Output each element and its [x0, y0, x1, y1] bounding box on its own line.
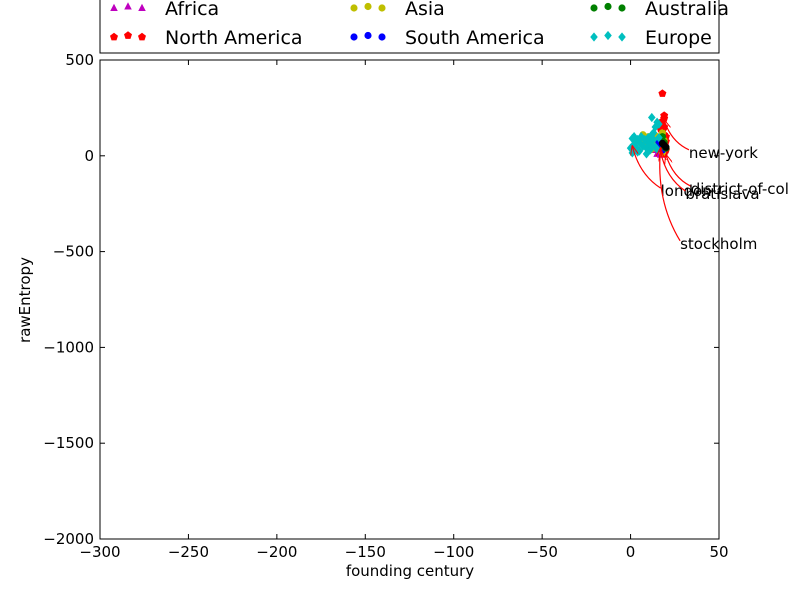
y-tick-label: −1000: [43, 338, 94, 356]
point-europe: [655, 119, 663, 129]
annotation-arrow: [660, 148, 681, 242]
annotation-arrow: [664, 120, 690, 151]
point-europe: [642, 149, 651, 159]
axes: −300 −250 −200 −150 −100 −50 0 50−2000−1500−100…: [43, 51, 728, 561]
y-tick-label: 500: [65, 51, 94, 69]
legend-marker-africa: [138, 3, 146, 11]
legend-marker-africa: [110, 3, 118, 11]
y-tick-label: −1500: [43, 434, 94, 452]
annotation-label: london: [661, 182, 712, 200]
point-north-america: [658, 89, 667, 97]
annotation-label: bratíslava: [685, 185, 759, 203]
annotation-arrow: [632, 146, 661, 189]
x-tick-label: −150: [345, 543, 386, 561]
legend-marker-australia: [618, 4, 626, 12]
x-tick-label: −100: [433, 543, 474, 561]
legend-box: [99, 0, 720, 54]
annotation-label: new-york: [689, 144, 758, 162]
legend-marker-europe: [604, 30, 612, 41]
point-europe: [648, 112, 656, 123]
legend-label-africa: Africa: [165, 0, 219, 20]
legend-label-south-america: South America: [405, 27, 545, 49]
legend-marker-australia: [590, 4, 598, 12]
x-tick-label: −300: [79, 543, 120, 561]
legend-marker-asia: [350, 4, 358, 12]
legend-marker-south-america: [378, 33, 386, 41]
legend-label-europe: Europe: [645, 27, 712, 49]
y-tick-label: 0: [84, 147, 94, 165]
x-tick-label: 0: [626, 543, 636, 561]
legend-marker-south-america: [350, 33, 358, 41]
legend-marker-europe: [618, 32, 626, 42]
legend-marker-africa: [124, 2, 132, 10]
legend-marker-north-america: [124, 31, 132, 39]
legend-label-north-america: North America: [165, 27, 303, 49]
legend-marker-australia: [604, 2, 612, 11]
x-tick-label: −250: [168, 543, 209, 561]
legend-label-asia: Asia: [405, 0, 445, 20]
legend-marker-north-america: [110, 32, 118, 41]
legend-marker-asia: [378, 4, 386, 12]
legend-marker-asia: [364, 2, 372, 11]
legend-marker-south-america: [364, 31, 372, 40]
y-axis-label: rawEntropy: [16, 257, 34, 343]
legend-marker-europe: [590, 32, 598, 42]
annotation-arrow: [666, 155, 691, 187]
y-tick-label: −500: [53, 243, 94, 261]
plot-frame: [99, 59, 720, 540]
x-axis-label: founding century: [346, 562, 474, 580]
point-europe: [649, 134, 658, 145]
legend: Africa North America Asia South America Aust…: [99, 0, 729, 54]
y-tick-label: −2000: [43, 530, 94, 548]
legend-marker-north-america: [138, 32, 146, 41]
legend-label-australia: Australia: [645, 0, 729, 20]
annotation-label: district-of-col: [691, 180, 789, 198]
x-tick-label: −50: [526, 543, 558, 561]
annotation-label: stockholm: [680, 235, 757, 253]
x-tick-label: −200: [256, 543, 297, 561]
point-other: [658, 139, 666, 147]
point-europe: [633, 134, 642, 145]
x-tick-label: 50: [709, 543, 728, 561]
